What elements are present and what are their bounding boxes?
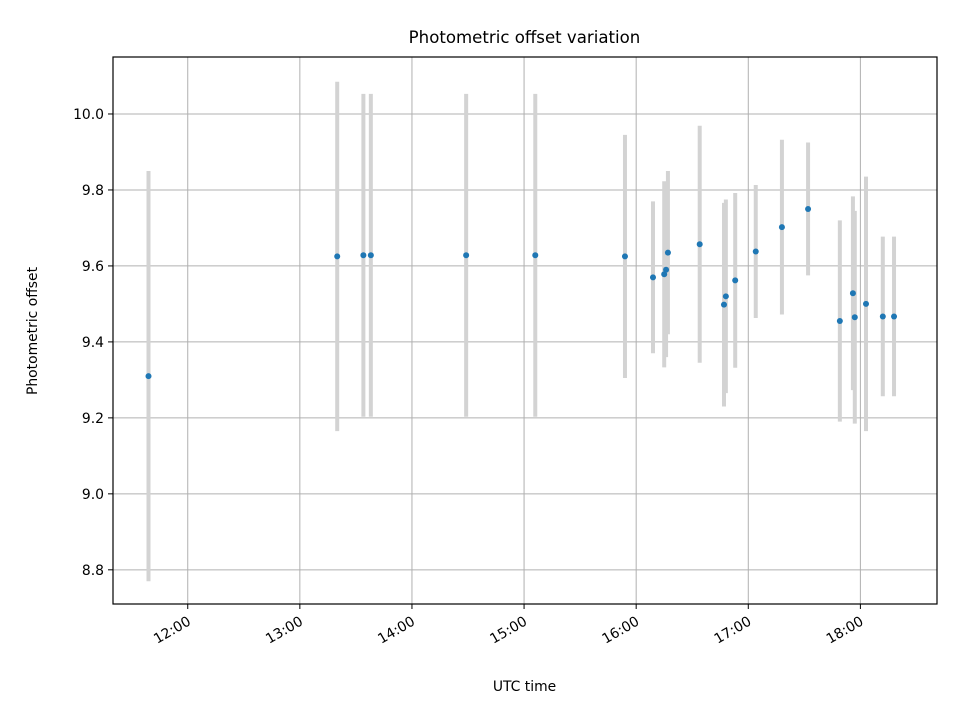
data-point bbox=[752, 248, 759, 255]
y-axis: 8.8 9.0 9.2 9.4 9.6 9.8 10.0 bbox=[73, 107, 113, 579]
data-point bbox=[849, 290, 856, 297]
chart-title: Photometric offset variation bbox=[409, 28, 641, 47]
grid bbox=[113, 57, 937, 604]
y-tick-label: 9.0 bbox=[82, 487, 104, 503]
y-tick-label: 10.0 bbox=[73, 107, 104, 123]
data-point bbox=[532, 252, 539, 259]
data-point bbox=[732, 277, 739, 284]
data-point bbox=[720, 301, 727, 308]
plot-frame bbox=[112, 56, 938, 605]
data-point bbox=[836, 318, 843, 325]
y-tick-label: 9.4 bbox=[82, 335, 104, 351]
y-tick-label: 9.6 bbox=[82, 259, 104, 275]
data-points bbox=[145, 205, 898, 380]
data-point bbox=[805, 205, 812, 212]
data-point bbox=[664, 249, 671, 256]
data-point bbox=[145, 373, 152, 380]
data-point bbox=[879, 313, 886, 320]
data-point bbox=[463, 252, 470, 259]
data-point bbox=[778, 224, 785, 231]
y-tick-label: 9.8 bbox=[82, 183, 104, 199]
data-point bbox=[696, 241, 703, 248]
data-point bbox=[621, 253, 628, 260]
y-tick-label: 8.8 bbox=[82, 563, 104, 579]
data-point bbox=[367, 252, 374, 259]
data-point bbox=[649, 274, 656, 281]
data-point bbox=[334, 253, 341, 260]
data-point bbox=[891, 313, 898, 320]
y-axis-label: Photometric offset bbox=[25, 266, 41, 395]
data-point bbox=[663, 266, 670, 273]
y-tick-label: 9.2 bbox=[82, 411, 104, 427]
x-axis-label: UTC time bbox=[493, 679, 556, 695]
data-point bbox=[851, 314, 858, 321]
data-point bbox=[360, 252, 367, 259]
data-point bbox=[862, 300, 869, 307]
data-point bbox=[722, 293, 729, 300]
data-point bbox=[661, 271, 668, 278]
